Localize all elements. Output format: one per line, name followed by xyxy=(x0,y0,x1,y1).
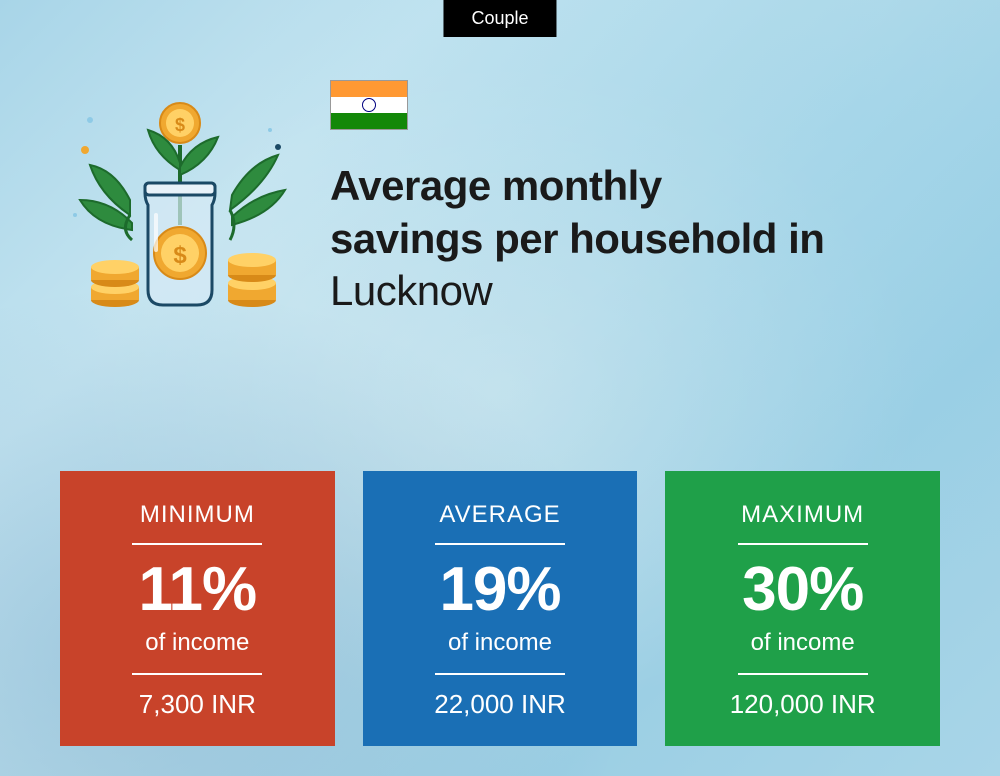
category-badge: Couple xyxy=(443,0,556,37)
card-amount: 120,000 INR xyxy=(730,689,876,720)
card-divider xyxy=(132,673,262,675)
card-percent: 19% xyxy=(439,559,560,621)
header-section: $ $ xyxy=(60,75,940,318)
title-line-1: Average monthly xyxy=(330,162,662,209)
card-divider xyxy=(132,543,262,545)
card-divider xyxy=(435,673,565,675)
flag-saffron-stripe xyxy=(331,81,407,97)
stats-cards: MINIMUM 11% of income 7,300 INR AVERAGE … xyxy=(60,471,940,746)
card-average: AVERAGE 19% of income 22,000 INR xyxy=(363,471,638,746)
savings-illustration: $ $ xyxy=(60,75,300,315)
card-label: AVERAGE xyxy=(439,501,560,529)
card-percent: 30% xyxy=(742,559,863,621)
card-divider xyxy=(738,543,868,545)
card-minimum: MINIMUM 11% of income 7,300 INR xyxy=(60,471,335,746)
card-maximum: MAXIMUM 30% of income 120,000 INR xyxy=(665,471,940,746)
card-percent: 11% xyxy=(139,559,257,621)
title-city: Lucknow xyxy=(330,267,492,314)
card-subtext: of income xyxy=(145,629,249,657)
card-amount: 7,300 INR xyxy=(139,689,256,720)
flag-white-stripe xyxy=(331,97,407,113)
flag-green-stripe xyxy=(331,113,407,129)
main-title: Average monthly savings per household in… xyxy=(330,160,940,318)
india-flag-icon xyxy=(330,80,408,130)
card-label: MAXIMUM xyxy=(741,501,864,529)
svg-text:$: $ xyxy=(173,242,187,269)
card-label: MINIMUM xyxy=(140,501,255,529)
flag-chakra-icon xyxy=(362,98,376,112)
card-amount: 22,000 INR xyxy=(434,689,566,720)
svg-text:$: $ xyxy=(175,115,185,135)
card-divider xyxy=(435,543,565,545)
title-block: Average monthly savings per household in… xyxy=(330,75,940,318)
title-line-2: savings per household in xyxy=(330,215,824,262)
card-subtext: of income xyxy=(448,629,552,657)
card-subtext: of income xyxy=(751,629,855,657)
card-divider xyxy=(738,673,868,675)
